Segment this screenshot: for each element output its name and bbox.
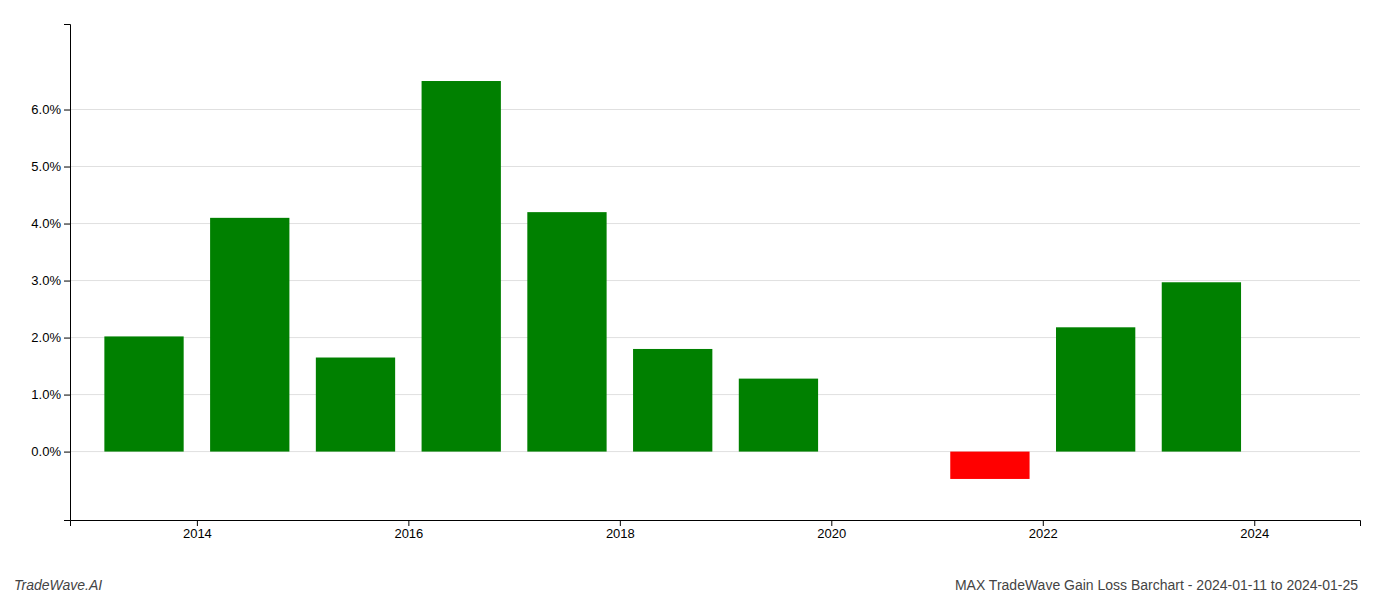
- bar: [633, 349, 712, 452]
- footer-left: TradeWave.AI: [14, 577, 102, 593]
- tick: 2016: [394, 520, 423, 541]
- tick: 2024: [1240, 520, 1269, 541]
- bar: [1162, 282, 1241, 451]
- tick-label: 2022: [1029, 526, 1058, 541]
- tick-mark: [64, 395, 70, 396]
- tick-label: 1.0%: [31, 387, 61, 402]
- tick-mark: [1254, 520, 1255, 526]
- tick-mark: [64, 224, 70, 225]
- tick-label: 2020: [817, 526, 846, 541]
- tick-mark: [64, 338, 70, 339]
- tick-label: 2024: [1240, 526, 1269, 541]
- tick-mark: [408, 520, 409, 526]
- tick-label: 3.0%: [31, 273, 61, 288]
- tick: 2.0%: [31, 330, 70, 345]
- tick-mark: [1043, 520, 1044, 526]
- tick: 2020: [817, 520, 846, 541]
- tick: 4.0%: [31, 216, 70, 231]
- tick-label: 2014: [183, 526, 212, 541]
- bar: [104, 336, 183, 451]
- tick: 3.0%: [31, 273, 70, 288]
- tick-label: 0.0%: [31, 444, 61, 459]
- bar: [950, 452, 1029, 479]
- bar: [739, 379, 818, 452]
- axis-line: [71, 521, 1361, 527]
- chart-svg: 2014 2016 2018 2020 2022 2024 0.0% 1.0% 2.0% 3.0%…: [0, 0, 1400, 600]
- tick: 5.0%: [31, 159, 70, 174]
- grid: [70, 110, 1360, 452]
- tick-label: 6.0%: [31, 102, 61, 117]
- bar: [527, 212, 606, 451]
- tick: 6.0%: [31, 102, 70, 117]
- tick: 2018: [606, 520, 635, 541]
- tick-label: 2018: [606, 526, 635, 541]
- tick: 2014: [183, 520, 212, 541]
- axis-line: [64, 25, 71, 521]
- tick-label: 2.0%: [31, 330, 61, 345]
- tick-mark: [620, 520, 621, 526]
- x-axis: 2014 2016 2018 2020 2022 2024: [71, 520, 1361, 541]
- tick-mark: [197, 520, 198, 526]
- plot-area: [104, 81, 1241, 479]
- tick: 1.0%: [31, 387, 70, 402]
- bar: [316, 358, 395, 452]
- grid-line: [70, 109, 1360, 110]
- y-axis: 0.0% 1.0% 2.0% 3.0% 4.0% 5.0% 6.0%: [31, 25, 70, 521]
- bar: [210, 218, 289, 452]
- tick-mark: [64, 281, 70, 282]
- bar: [422, 81, 501, 452]
- tick-label: 4.0%: [31, 216, 61, 231]
- tick-mark: [64, 167, 70, 168]
- tick-mark: [64, 452, 70, 453]
- tick-mark: [64, 110, 70, 111]
- tick-mark: [831, 520, 832, 526]
- tick-label: 2016: [394, 526, 423, 541]
- tick-label: 5.0%: [31, 159, 61, 174]
- tick: 0.0%: [31, 444, 70, 459]
- chart-container: 2014 2016 2018 2020 2022 2024 0.0% 1.0% 2.0% 3.0%…: [0, 0, 1400, 600]
- title: MAX TradeWave Gain Loss Barchart - 2024-…: [955, 577, 1358, 593]
- bar: [1056, 327, 1135, 451]
- grid-line: [70, 166, 1360, 167]
- tick: 2022: [1029, 520, 1058, 541]
